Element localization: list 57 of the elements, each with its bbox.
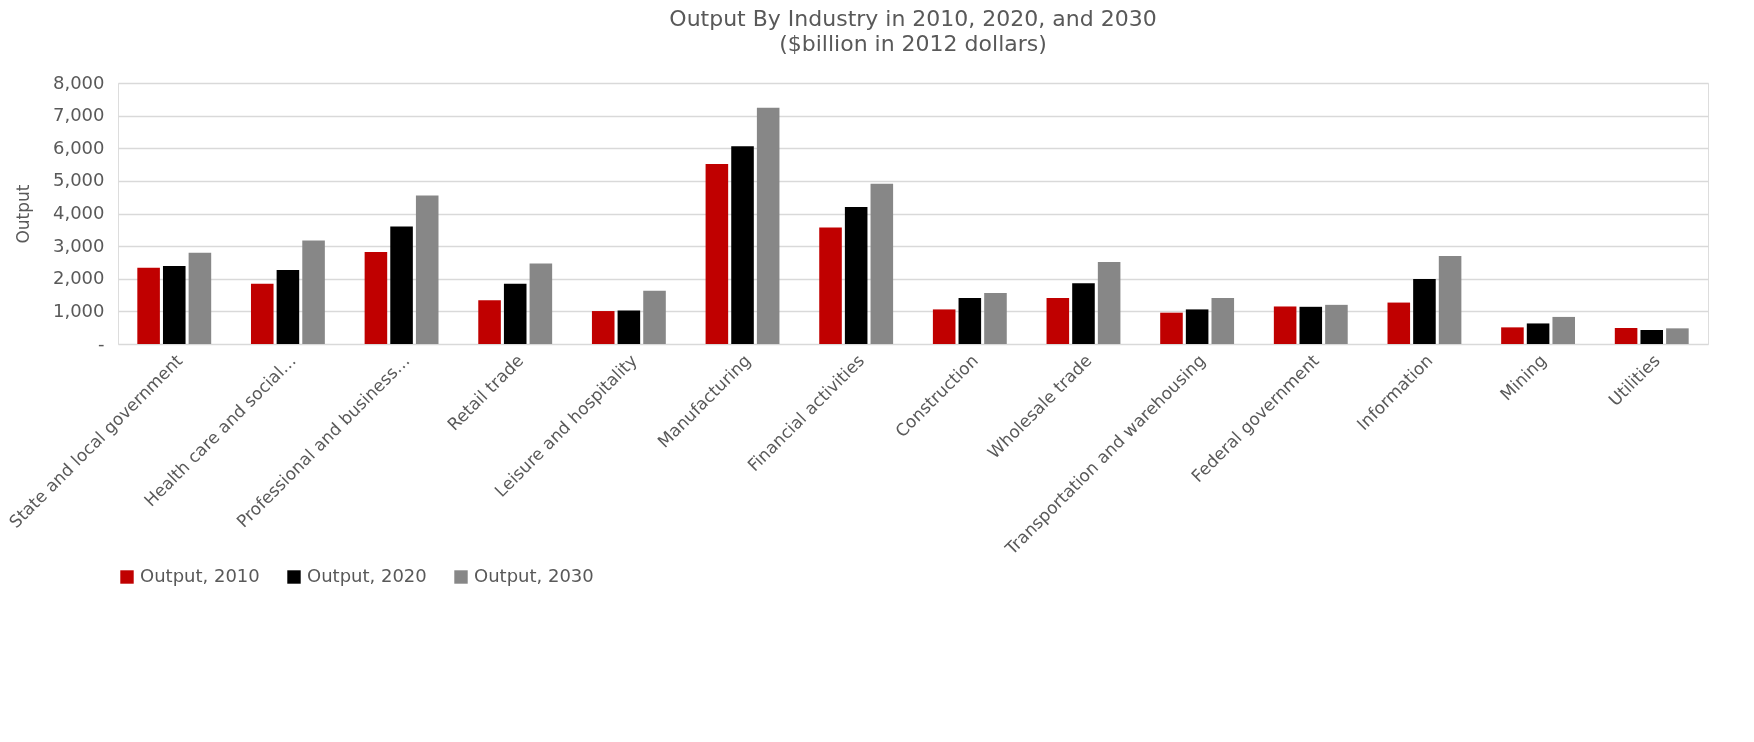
bar [302, 240, 325, 344]
bar [984, 293, 1007, 344]
bar [643, 290, 666, 344]
bar [188, 252, 212, 344]
y-tick-label: 3,000 [52, 234, 105, 256]
y-tick-label: 1,000 [52, 299, 105, 321]
bar [529, 263, 553, 344]
legend-label: Output, 2020 [307, 565, 427, 586]
bar [364, 252, 388, 344]
bar [1552, 316, 1576, 344]
bar [390, 226, 413, 344]
bar [1160, 312, 1183, 344]
y-tick-label: - [98, 332, 105, 354]
bar [415, 195, 439, 344]
bar [1501, 327, 1524, 344]
bar [1097, 262, 1121, 344]
bar [617, 310, 641, 344]
bar [1325, 304, 1348, 344]
bar [1211, 298, 1235, 344]
bar [1299, 306, 1323, 344]
bar [591, 311, 615, 344]
y-tick-label: 4,000 [52, 202, 105, 223]
bar [1046, 298, 1070, 344]
y-axis-title: Output [12, 184, 33, 244]
bar [819, 227, 842, 344]
bar [1413, 279, 1436, 344]
bar [478, 300, 501, 344]
y-tick-label: 6,000 [52, 136, 105, 158]
bar [1666, 328, 1689, 344]
chart-title: Output By Industry in 2010, 2020, and 2030 [669, 6, 1157, 31]
bar [1526, 323, 1550, 344]
bar [1185, 309, 1209, 344]
bar [870, 183, 894, 344]
bar [1640, 329, 1664, 344]
bar [250, 283, 274, 344]
y-tick-label: 7,000 [52, 104, 105, 126]
y-tick-label: 5,000 [52, 169, 105, 191]
bar [731, 146, 754, 344]
bar [1438, 255, 1462, 344]
bar [1387, 302, 1411, 344]
bar [1072, 283, 1095, 344]
bar [276, 269, 300, 344]
legend-label: Output, 2030 [474, 565, 594, 586]
y-tick-label: 2,000 [52, 267, 105, 289]
bar [503, 283, 527, 344]
bar [756, 107, 780, 344]
bar [932, 309, 956, 344]
bar [1614, 328, 1638, 344]
chart-subtitle: ($billion in 2012 dollars) [779, 31, 1047, 56]
bar [1273, 306, 1297, 344]
legend-label: Output, 2010 [140, 565, 260, 586]
y-tick-label: 8,000 [52, 71, 105, 93]
bar [958, 298, 982, 344]
bar [705, 163, 729, 344]
bar [137, 267, 160, 344]
bar [162, 266, 186, 344]
bar [844, 206, 868, 344]
